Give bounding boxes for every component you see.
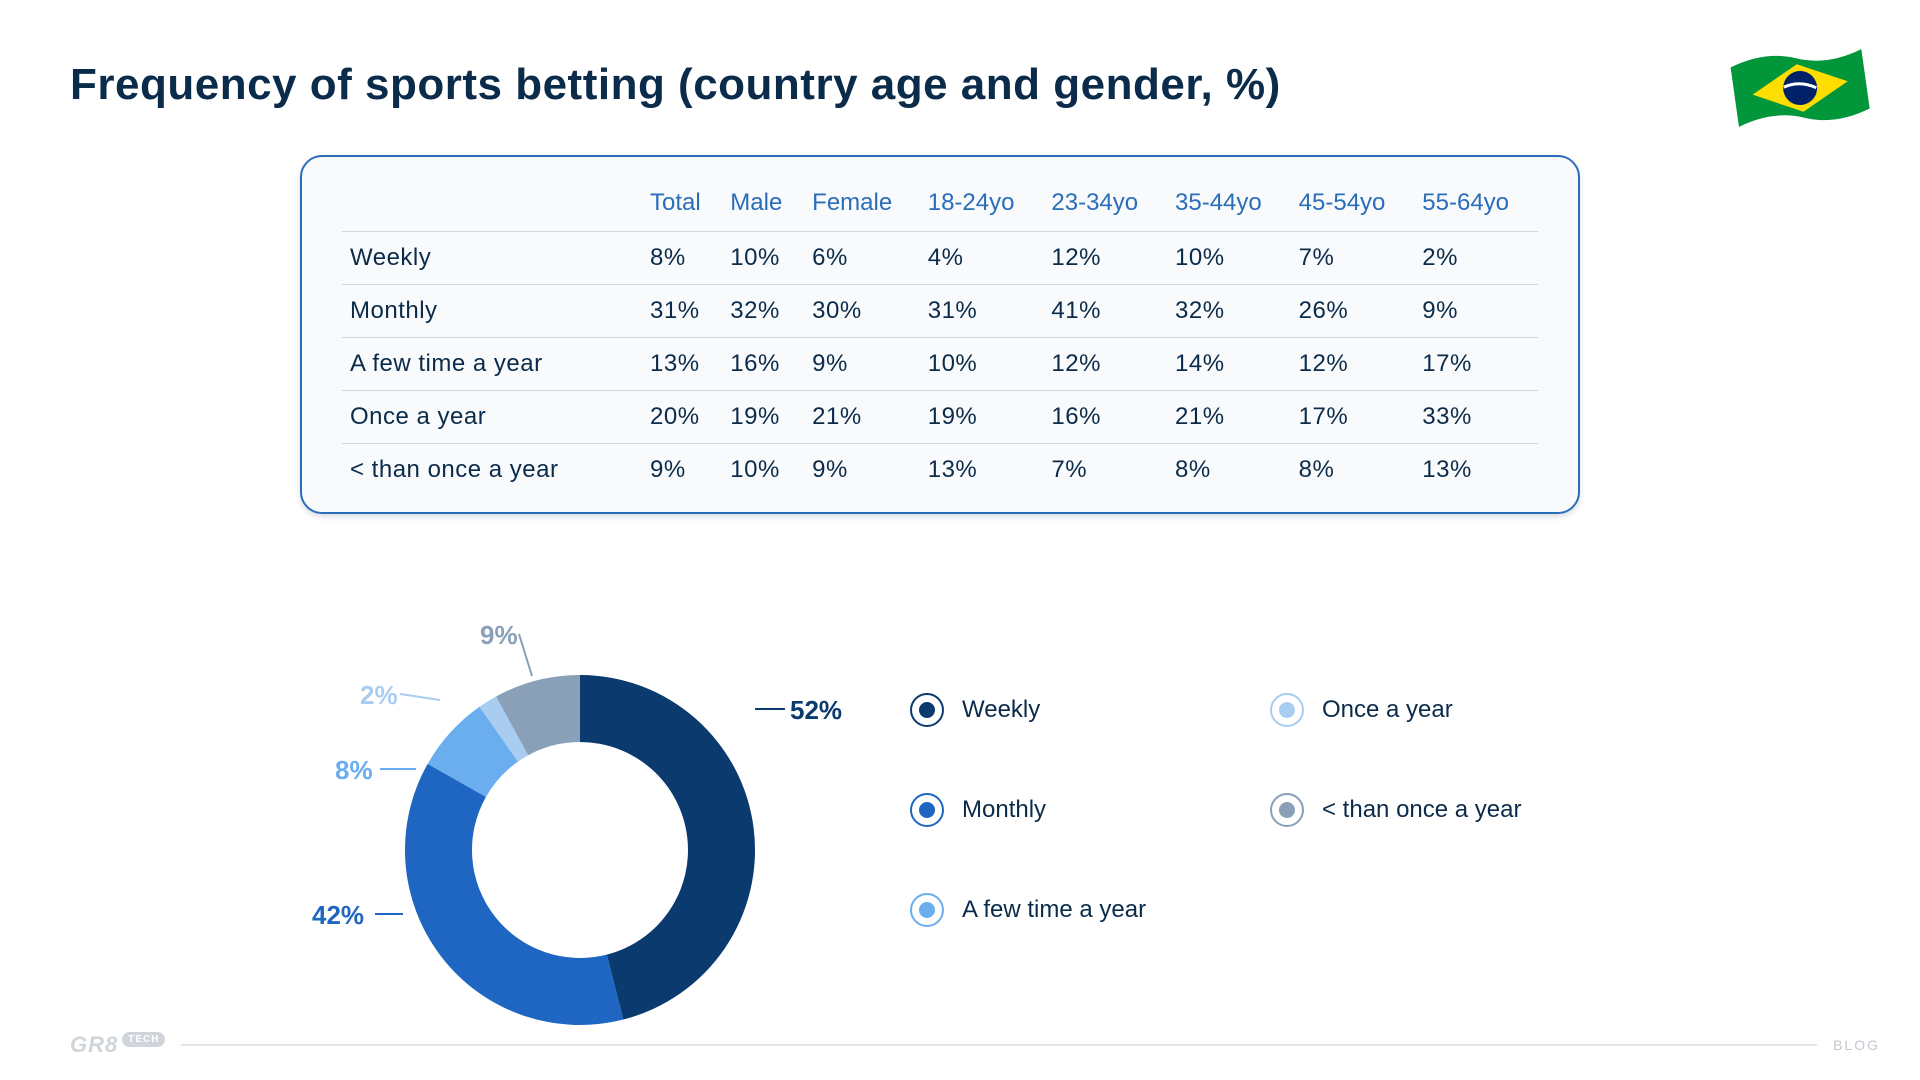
legend-swatch-icon bbox=[910, 693, 944, 727]
table-row: A few time a year13%16%9%10%12%14%12%17% bbox=[342, 338, 1538, 391]
table-cell: 41% bbox=[1043, 285, 1167, 338]
table-header-cell: Total bbox=[642, 179, 722, 232]
table-cell: 30% bbox=[804, 285, 920, 338]
table-header-cell: 18-24yo bbox=[920, 179, 1044, 232]
table-cell: 32% bbox=[722, 285, 804, 338]
brand-logo-text: GR8 bbox=[70, 1032, 118, 1058]
brand-logo-pill: TECH bbox=[122, 1032, 165, 1047]
table-cell: 21% bbox=[804, 391, 920, 444]
table-cell: 9% bbox=[804, 444, 920, 497]
table-row-label: Monthly bbox=[342, 285, 642, 338]
legend-label: Once a year bbox=[1322, 696, 1453, 724]
table-cell: 6% bbox=[804, 232, 920, 285]
table-header-cell: 45-54yo bbox=[1291, 179, 1415, 232]
table-header-cell: Male bbox=[722, 179, 804, 232]
table-cell: 20% bbox=[642, 391, 722, 444]
table-cell: 33% bbox=[1414, 391, 1538, 444]
table-cell: 7% bbox=[1043, 444, 1167, 497]
table-cell: 10% bbox=[722, 232, 804, 285]
table-cell: 8% bbox=[1291, 444, 1415, 497]
chart-legend: Weekly Once a year Monthly < than once a ye… bbox=[910, 660, 1670, 960]
legend-dot-icon bbox=[1279, 802, 1295, 818]
table-cell: 17% bbox=[1414, 338, 1538, 391]
table-cell: 13% bbox=[920, 444, 1044, 497]
table-cell: 31% bbox=[642, 285, 722, 338]
legend-dot-icon bbox=[919, 902, 935, 918]
table-cell: 12% bbox=[1043, 338, 1167, 391]
table-cell: 12% bbox=[1043, 232, 1167, 285]
table-header-cell bbox=[342, 179, 642, 232]
table-cell: 10% bbox=[722, 444, 804, 497]
table-cell: 10% bbox=[1167, 232, 1291, 285]
table-header-cell: 23-34yo bbox=[1043, 179, 1167, 232]
table-cell: 14% bbox=[1167, 338, 1291, 391]
table-cell: 8% bbox=[1167, 444, 1291, 497]
table-cell: 13% bbox=[1414, 444, 1538, 497]
table-row: Once a year20%19%21%19%16%21%17%33% bbox=[342, 391, 1538, 444]
donut-chart: 52%42%8%2%9% bbox=[300, 590, 830, 1060]
table-row: Monthly31%32%30%31%41%32%26%9% bbox=[342, 285, 1538, 338]
page-title: Frequency of sports betting (country age… bbox=[70, 60, 1281, 110]
footer-blog-label: BLOG bbox=[1833, 1037, 1880, 1053]
legend-item-onceyear: Once a year bbox=[1270, 660, 1600, 760]
table-cell: 31% bbox=[920, 285, 1044, 338]
table-cell: 13% bbox=[642, 338, 722, 391]
footer-divider bbox=[181, 1044, 1817, 1046]
legend-swatch-icon bbox=[910, 893, 944, 927]
table-header-cell: Female bbox=[804, 179, 920, 232]
table-cell: 4% bbox=[920, 232, 1044, 285]
table-cell: 16% bbox=[1043, 391, 1167, 444]
donut-slice-monthly bbox=[405, 764, 623, 1025]
table-cell: 21% bbox=[1167, 391, 1291, 444]
legend-swatch-icon bbox=[1270, 693, 1304, 727]
table-cell: 8% bbox=[642, 232, 722, 285]
legend-dot-icon bbox=[1279, 702, 1295, 718]
donut-pct-monthly: 42% bbox=[312, 900, 364, 931]
legend-item-fewtimes: A few time a year bbox=[910, 860, 1240, 960]
brazil-flag-icon bbox=[1730, 40, 1870, 135]
table-cell: 7% bbox=[1291, 232, 1415, 285]
table-cell: 12% bbox=[1291, 338, 1415, 391]
table-cell: 32% bbox=[1167, 285, 1291, 338]
legend-label: < than once a year bbox=[1322, 796, 1521, 824]
table-cell: 9% bbox=[642, 444, 722, 497]
donut-pct-lessonce: 9% bbox=[480, 620, 518, 651]
legend-dot-icon bbox=[919, 802, 935, 818]
donut-pct-weekly: 52% bbox=[790, 695, 842, 726]
legend-item-weekly: Weekly bbox=[910, 660, 1240, 760]
table-header-cell: 35-44yo bbox=[1167, 179, 1291, 232]
table-row-label: Once a year bbox=[342, 391, 642, 444]
table-cell: 2% bbox=[1414, 232, 1538, 285]
table-row-label: A few time a year bbox=[342, 338, 642, 391]
table-cell: 17% bbox=[1291, 391, 1415, 444]
table-cell: 10% bbox=[920, 338, 1044, 391]
legend-label: Monthly bbox=[962, 796, 1046, 824]
legend-swatch-icon bbox=[1270, 793, 1304, 827]
table-cell: 26% bbox=[1291, 285, 1415, 338]
footer: GR8 TECH BLOG bbox=[70, 1032, 1880, 1058]
table-cell: 16% bbox=[722, 338, 804, 391]
legend-swatch-icon bbox=[910, 793, 944, 827]
table-header-cell: 55-64yo bbox=[1414, 179, 1538, 232]
legend-item-lessonce: < than once a year bbox=[1270, 760, 1600, 860]
table-cell: 19% bbox=[920, 391, 1044, 444]
table-row: Weekly8%10%6%4%12%10%7%2% bbox=[342, 232, 1538, 285]
legend-label: A few time a year bbox=[962, 896, 1146, 924]
legend-label: Weekly bbox=[962, 696, 1040, 724]
brand-logo: GR8 TECH bbox=[70, 1032, 165, 1058]
table-cell: 9% bbox=[1414, 285, 1538, 338]
frequency-table: TotalMaleFemale18-24yo23-34yo35-44yo45-5… bbox=[342, 179, 1538, 496]
donut-pct-onceyear: 2% bbox=[360, 680, 398, 711]
legend-dot-icon bbox=[919, 702, 935, 718]
table-row: < than once a year9%10%9%13%7%8%8%13% bbox=[342, 444, 1538, 497]
data-table-card: TotalMaleFemale18-24yo23-34yo35-44yo45-5… bbox=[300, 155, 1580, 514]
legend-item-monthly: Monthly bbox=[910, 760, 1240, 860]
table-cell: 9% bbox=[804, 338, 920, 391]
legend-empty bbox=[1270, 860, 1600, 960]
donut-pct-fewtimes: 8% bbox=[335, 755, 373, 786]
table-cell: 19% bbox=[722, 391, 804, 444]
table-row-label: < than once a year bbox=[342, 444, 642, 497]
table-row-label: Weekly bbox=[342, 232, 642, 285]
